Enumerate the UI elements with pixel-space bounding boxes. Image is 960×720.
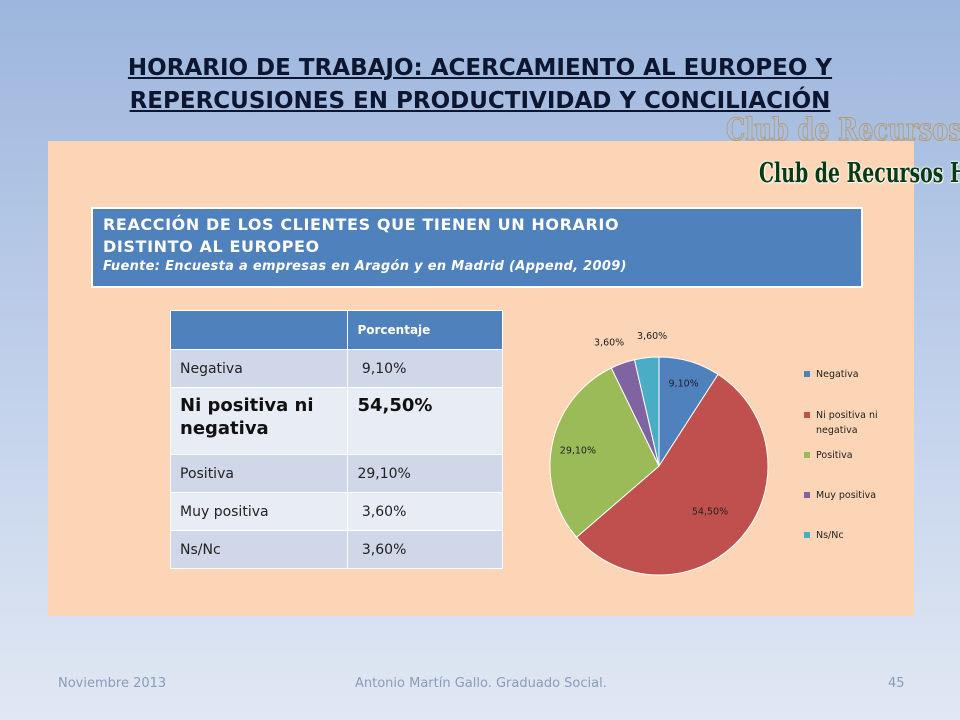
legend-swatch-muy-positiva [804,492,810,498]
slide-title-line1: HORARIO DE TRABAJO: ACERCAMIENTO AL EURO… [127,55,833,81]
table-row: Ns/Nc 3,60% [169,530,503,569]
pie-data-label: 54,50% [692,506,728,517]
pie-data-label: 3,60% [637,331,667,342]
legend-label-ns-nc: Ns/Nc [816,530,844,541]
pie-data-label: 9,10% [669,378,699,389]
table-row: Negativa 9,10% [169,349,503,388]
footer-date: Noviembre 2013 [58,676,167,691]
footer-page-number: 45 [888,676,905,691]
pie-slice-ns-nc [633,356,660,467]
table-header-row: Porcentaje [169,310,503,350]
heading-line2: DISTINTO AL EUROPEO [103,237,320,256]
pie-slice-ni-positiva-ni-negativa [575,373,769,576]
row-label: Muy positiva [169,492,349,531]
legend-swatch-positiva [804,452,810,458]
table-heading-box: REACCIÓN DE LOS CLIENTES QUE TIENEN UN H… [91,207,863,288]
legend-label-negativa: Negativa [816,369,859,380]
club-logo: Club de Recursos Humanos Club de Recurso… [722,112,960,202]
pie-data-label: 3,60% [594,338,624,349]
legend-swatch-ni-positiva-ni-negativa [804,412,810,418]
row-value: 3,60% [347,530,503,569]
slide-title: HORARIO DE TRABAJO: ACERCAMIENTO AL EURO… [40,52,920,118]
row-label: Ns/Nc [169,530,349,569]
pie-chart: 9,10% 54,50% 29,10% 3,60% 3,60% Negativa Ni po… [549,331,878,576]
legend-label-ni-positiva-ni-negativa: Ni positiva ni negativa [816,410,878,436]
table-row: Positiva 29,10% [169,454,503,493]
table-row: Ni positiva ni negativa 54,50% [169,387,503,455]
table-row: Muy positiva 3,60% [169,492,503,531]
logo-outline-text: Club de Recursos Humanos [726,112,960,149]
row-value: 9,10% [347,349,503,388]
row-value: 54,50% [347,387,503,455]
heading-line1: REACCIÓN DE LOS CLIENTES QUE TIENEN UN H… [103,215,620,234]
logo-text: Club de Recursos Humanos [759,158,960,189]
percentage-table: Porcentaje Negativa 9,10% Ni positiva ni… [169,310,503,569]
row-value: 29,10% [347,454,503,493]
pie-data-label: 29,10% [560,445,596,456]
legend-label-muy-positiva: Muy positiva [816,490,876,501]
table-header-porcentaje: Porcentaje [347,310,503,350]
slide-title-line2: REPERCUSIONES EN PRODUCTIVIDAD Y CONCILI… [129,88,831,114]
legend-swatch-negativa [804,371,810,377]
legend-label-positiva: Positiva [816,450,853,461]
row-value: 3,60% [347,492,503,531]
table-header-empty [169,310,349,350]
row-label: Ni positiva ni negativa [169,387,349,455]
legend-swatch-ns-nc [804,532,810,538]
row-label: Negativa [169,349,349,388]
heading-source: Fuente: Encuesta a empresas en Aragón y … [103,259,627,274]
footer-author: Antonio Martín Gallo. Graduado Social. [355,676,607,691]
row-label: Positiva [169,454,349,493]
